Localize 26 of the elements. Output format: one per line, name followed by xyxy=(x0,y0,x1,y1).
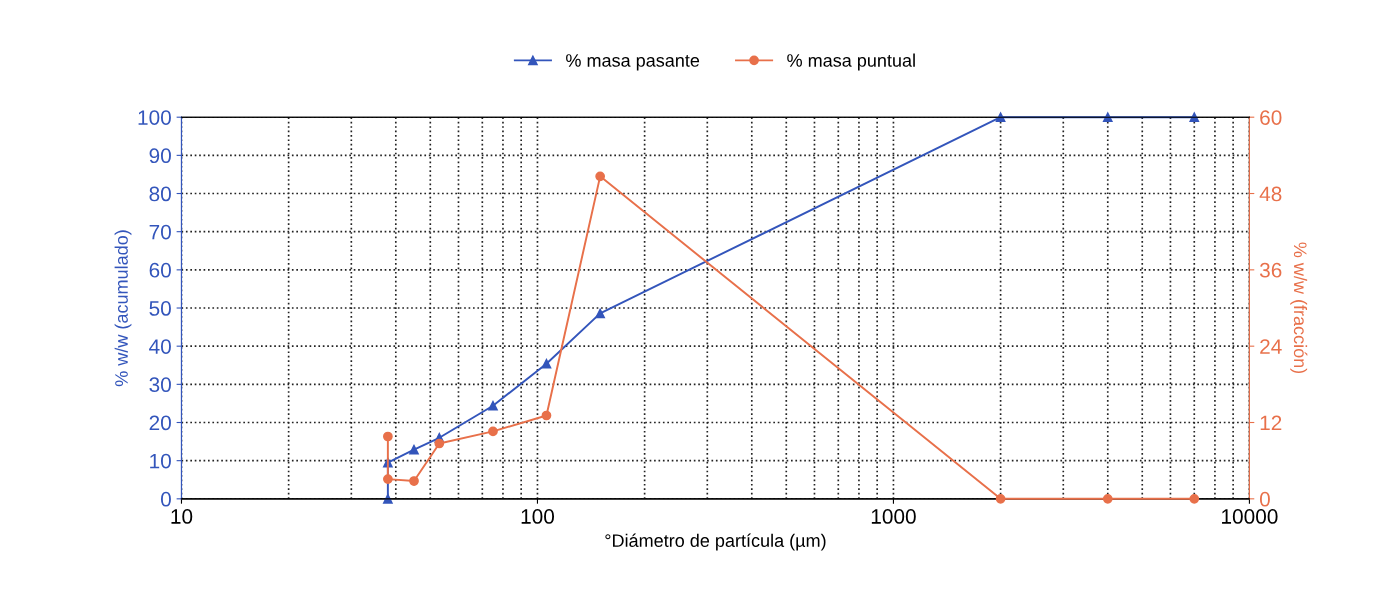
y2-tick-label: 48 xyxy=(1259,186,1282,202)
y-tick-label: 100 xyxy=(138,110,171,125)
y-tick-label: 40 xyxy=(149,339,171,354)
legend-label: % masa puntual xyxy=(787,53,915,71)
y-tick-label: 20 xyxy=(149,415,171,431)
y-tick-label: 80 xyxy=(149,186,171,202)
y-tick-label: 50 xyxy=(149,301,171,316)
legend-label: % masa pasante xyxy=(566,54,700,71)
y2-tick-label: 60 xyxy=(1260,110,1282,125)
x-tick-label: 1000 xyxy=(871,509,916,524)
x-tick-label: 10000 xyxy=(1222,509,1278,524)
y-tick-label: 60 xyxy=(149,262,171,278)
x-tick-label: 10 xyxy=(171,509,193,524)
y-tick-label: 0 xyxy=(160,491,171,507)
y2-axis-title: % w/w (fracción) xyxy=(1290,242,1308,374)
x-tick-label: 100 xyxy=(521,509,555,524)
y-tick-label: 70 xyxy=(149,224,171,240)
y2-tick-label: 36 xyxy=(1259,262,1282,278)
y-tick-label: 10 xyxy=(150,453,171,469)
y2-tick-label: 12 xyxy=(1260,415,1282,431)
y-tick-label: 30 xyxy=(149,377,171,393)
y-tick-label: 90 xyxy=(149,148,171,164)
y2-tick-label: 24 xyxy=(1260,339,1282,354)
x-axis-title: °Diámetro de partícula (µm) xyxy=(605,533,826,551)
y-axis-title: % w/w (acumulado) xyxy=(114,230,132,387)
y2-tick-label: 0 xyxy=(1259,491,1270,507)
